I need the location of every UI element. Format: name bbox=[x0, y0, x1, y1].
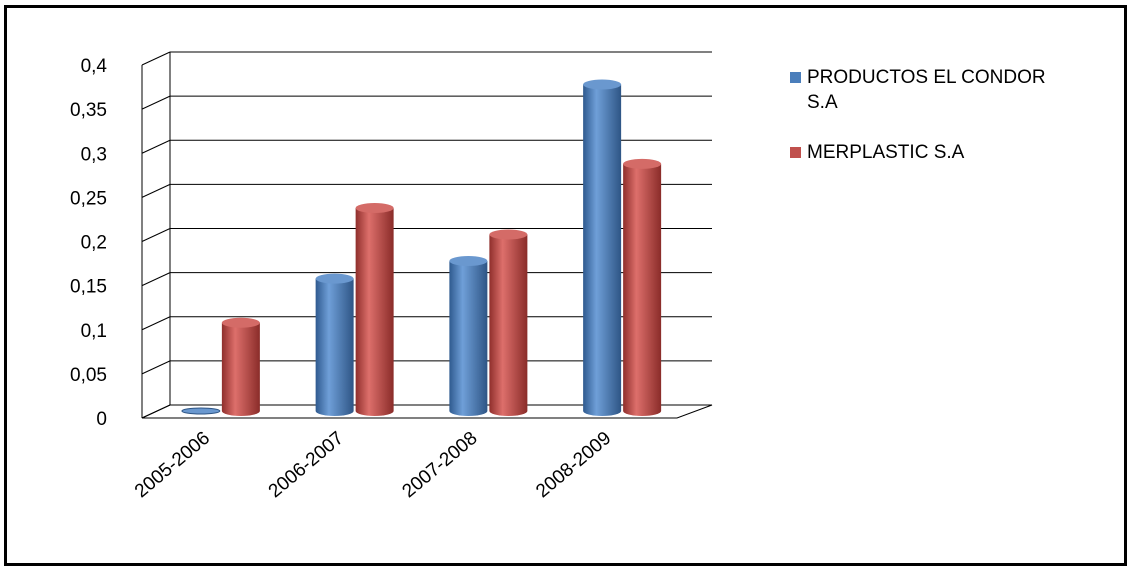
y-tick-label: 0,3 bbox=[81, 144, 107, 165]
y-tick-label: 0,25 bbox=[70, 188, 107, 209]
bar-body bbox=[449, 260, 488, 416]
chart-frame: 0 0,05 0,1 0,15 0,2 0,25 0,3 0,35 0,4 2005-2006 2… bbox=[4, 5, 1127, 566]
bar-merplastic bbox=[221, 317, 260, 416]
bar-top bbox=[355, 203, 394, 214]
x-category-label: 2007-2008 bbox=[398, 428, 481, 503]
bar-top bbox=[623, 158, 662, 169]
y-tick-label: 0,05 bbox=[70, 365, 107, 386]
gridline-side bbox=[141, 316, 171, 331]
legend-label: PRODUCTOS EL CONDOR bbox=[807, 67, 1046, 88]
x-category-label: 2005-2006 bbox=[131, 428, 214, 503]
bar-merplastic bbox=[355, 203, 394, 416]
y-tick-label: 0,2 bbox=[81, 233, 107, 254]
y-tick-label: 0 bbox=[96, 409, 107, 430]
y-axis-ticks: 0 0,05 0,1 0,15 0,2 0,25 0,3 0,35 0,4 bbox=[70, 56, 107, 430]
legend-label: S.A bbox=[807, 92, 838, 113]
grid-layer bbox=[141, 51, 713, 419]
x-category-label: 2008-2009 bbox=[532, 428, 615, 503]
bar-body bbox=[583, 84, 622, 416]
bar-body bbox=[221, 322, 260, 416]
bar-body bbox=[315, 278, 354, 416]
y-tick-label: 0,35 bbox=[70, 100, 107, 121]
bar-top bbox=[583, 79, 622, 90]
gridline-side bbox=[141, 272, 171, 287]
bar-productos bbox=[181, 407, 221, 415]
x-category-label: 2006-2007 bbox=[265, 428, 348, 503]
bar-merplastic bbox=[489, 229, 528, 416]
y-tick-label: 0,4 bbox=[81, 56, 108, 77]
chart-floor bbox=[141, 404, 713, 419]
bar-body bbox=[355, 208, 394, 416]
y-tick-label: 0,1 bbox=[81, 321, 107, 342]
bar-productos bbox=[315, 273, 354, 416]
y-tick-label: 0,15 bbox=[70, 277, 107, 298]
gridline-side bbox=[141, 139, 171, 154]
legend-swatch bbox=[790, 72, 801, 83]
gridline-side bbox=[141, 360, 171, 375]
bar-top bbox=[315, 273, 354, 284]
bar-body bbox=[623, 163, 662, 416]
gridline-side bbox=[141, 95, 171, 110]
bar-top bbox=[449, 255, 488, 266]
legend: PRODUCTOS EL CONDOR S.A MERPLASTIC S.A bbox=[790, 67, 1046, 163]
legend-label: MERPLASTIC S.A bbox=[807, 142, 965, 163]
bar-productos bbox=[583, 79, 622, 416]
bar-top bbox=[221, 317, 260, 328]
gridline-side bbox=[141, 228, 171, 242]
bar-body bbox=[489, 234, 528, 416]
gridline-side bbox=[141, 51, 171, 66]
gridline-side bbox=[141, 183, 171, 198]
bar-top bbox=[181, 407, 221, 415]
bars-layer bbox=[181, 79, 662, 416]
bar-productos bbox=[449, 255, 488, 416]
bar-top bbox=[489, 229, 528, 240]
bar-merplastic bbox=[623, 158, 662, 416]
legend-swatch bbox=[790, 147, 801, 158]
x-axis-categories: 2005-2006 2006-2007 2007-2008 2008-2009 bbox=[131, 428, 615, 503]
bar-chart: 00,050,10,150,20,250,30,350,4 2005-2006 2… bbox=[70, 51, 1046, 503]
